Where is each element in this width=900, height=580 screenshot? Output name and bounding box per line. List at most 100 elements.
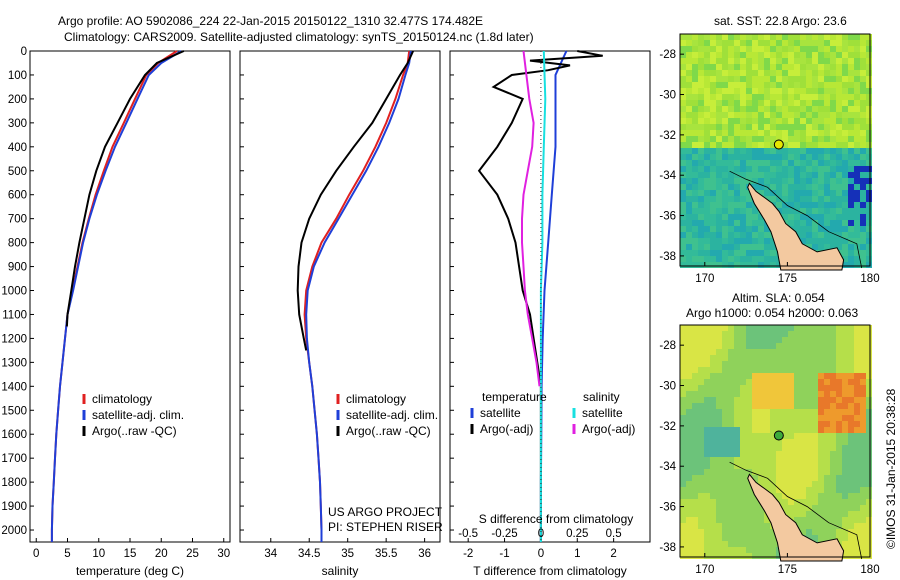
depth-tick-label: 600: [8, 190, 27, 202]
salinity-diff-tick-label: 0.25: [566, 528, 588, 540]
map-3-lat-label: -30: [659, 90, 676, 102]
depth-tick-label: 1100: [2, 309, 27, 321]
panel-2-xtick-label: 35.5: [375, 548, 397, 560]
temperature-legend-label: climatology: [92, 392, 152, 406]
panel-3-xtick-label: 2: [610, 548, 616, 560]
sst-map-title: sat. SST: 22.8 Argo: 23.6: [714, 14, 847, 28]
map-4-lat-label: -32: [659, 421, 676, 433]
depth-tick-label: 800: [8, 238, 27, 250]
depth-tick-label: 300: [8, 118, 27, 130]
depth-tick-label: 1400: [1, 381, 27, 393]
panel-1-xtick-label: 20: [155, 548, 168, 560]
map-3-lat-label: -36: [659, 211, 676, 223]
depth-tick-label: 700: [8, 214, 27, 226]
salinity-legend-label: climatology: [346, 392, 406, 406]
panel-2-xlabel: salinity: [322, 564, 359, 578]
map-4-lat-label: -38: [659, 542, 676, 554]
panel-3-xtick-label: -2: [463, 548, 473, 560]
depth-contour: [729, 461, 863, 560]
depth-tick-label: 1300: [1, 357, 27, 369]
depth-tick-label: 2000: [1, 525, 27, 537]
depth-tick-label: 1500: [1, 405, 27, 417]
depth-tick-label: 1200: [1, 333, 27, 345]
map-4-group: [680, 325, 872, 562]
map-4-lon-label: 170: [695, 564, 714, 576]
depth-tick-label: 1000: [1, 286, 27, 298]
diff-legend-salinity-label: satellite: [582, 406, 623, 420]
map-3-frame: [679, 33, 871, 267]
panel-3-series-argo-adj-: [521, 50, 541, 387]
map-4-frame: [679, 324, 871, 558]
argo-float-marker: [773, 430, 784, 441]
sla-map-subtitle: Argo h1000: 0.054 h2000: 0.063: [686, 306, 859, 320]
panel-3-axes-box: [449, 50, 651, 543]
panel-3-xlabel: T difference from climatology: [473, 564, 627, 578]
map-3-lat-label: -34: [659, 170, 676, 182]
panel-2-series-argo-raw-qc-: [296, 50, 415, 351]
figure-title-line1: Argo profile: AO 5902086_224 22-Jan-2015…: [58, 14, 484, 28]
panel-1-series-satellite-adj-clim-: [50, 50, 182, 542]
map-4-lat-label: -34: [659, 461, 676, 473]
panel-2-xtick-label: 36: [418, 548, 431, 560]
depth-contour: [729, 170, 863, 269]
map-3-lat-label: -28: [659, 49, 676, 61]
panel-3-series-satellite: [539, 50, 547, 542]
panel-2-axes-box: [239, 50, 441, 543]
salinity-diff-tick-label: 0: [538, 528, 544, 540]
salinity-diff-axis-label: S difference from climatology: [479, 512, 634, 526]
panel-2-xtick-label: 34: [264, 548, 277, 560]
map-3-lat-label: -32: [659, 130, 676, 142]
depth-tick-label: 200: [8, 94, 27, 106]
temperature-legend-label: satellite-adj. clim.: [92, 408, 184, 422]
panel-2-xtick-label: 34.5: [298, 548, 320, 560]
diff-legend-temperature-label: satellite: [480, 406, 521, 420]
sla-map-title: Altim. SLA: 0.054: [732, 291, 825, 305]
panel-2-series-satellite-adj-clim-: [305, 50, 412, 542]
panel-1-xtick-label: 15: [124, 548, 137, 560]
landmass-new-zealand: [747, 182, 845, 271]
depth-tick-label: 1700: [1, 453, 27, 465]
map-4-lat-label: -36: [659, 502, 676, 514]
diff-legend-temperature-label: Argo(-adj): [480, 422, 533, 436]
panel-1-series-argo-raw-qc-: [65, 50, 185, 327]
map-4-lat-label: -30: [659, 381, 676, 393]
depth-tick-label: 1600: [1, 429, 27, 441]
panel-2-xtick-label: 35: [341, 548, 354, 560]
project-pi: PI: STEPHEN RISER: [328, 520, 443, 534]
panel-1-xtick-label: 10: [92, 548, 105, 560]
map-3-group: [680, 34, 872, 271]
map-3-lon-label: 170: [695, 273, 714, 285]
temperature-legend-label: Argo(..raw -QC): [92, 424, 177, 438]
salinity-legend-label: Argo(..raw -QC): [346, 424, 431, 438]
panel-1-xtick-label: 30: [217, 548, 230, 560]
panel-3-xtick-label: 0: [538, 548, 544, 560]
depth-tick-label: 1800: [1, 477, 27, 489]
map-4-lon-label: 175: [778, 564, 797, 576]
panel-2-series-climatology: [303, 50, 411, 542]
figure-title-line2: Climatology: CARS2009. Satellite-adjuste…: [64, 30, 534, 44]
argo-float-marker: [773, 139, 784, 150]
map-3-lat-label: -38: [659, 251, 676, 263]
diff-legend-temperature-title: temperature: [482, 390, 547, 404]
panel-1-xtick-label: 5: [64, 548, 70, 560]
panel-3-xtick-label: -1: [499, 548, 509, 560]
depth-tick-label: 100: [8, 70, 27, 82]
depth-tick-label: 400: [8, 142, 27, 154]
depth-tick-label: 900: [8, 262, 27, 274]
salinity-diff-tick-label: -0.5: [458, 528, 478, 540]
panel-1-xlabel: temperature (deg C): [76, 564, 184, 578]
map-3-lon-label: 180: [860, 273, 879, 285]
salinity-diff-tick-label: -0.25: [491, 528, 517, 540]
diff-legend-salinity-title: salinity: [583, 390, 620, 404]
map-4-lon-label: 180: [860, 564, 879, 576]
salinity-legend-label: satellite-adj. clim.: [346, 408, 438, 422]
landmass-new-zealand: [747, 473, 845, 562]
panel-3-xtick-label: 1: [574, 548, 580, 560]
depth-tick-label: 500: [8, 166, 27, 178]
project-name: US ARGO PROJECT: [328, 505, 443, 519]
diff-legend-salinity-label: Argo(-adj): [582, 422, 635, 436]
panel-1-axes-box: [29, 50, 231, 543]
salinity-diff-tick-label: 0.5: [606, 528, 622, 540]
depth-tick-label: 0: [21, 46, 27, 58]
